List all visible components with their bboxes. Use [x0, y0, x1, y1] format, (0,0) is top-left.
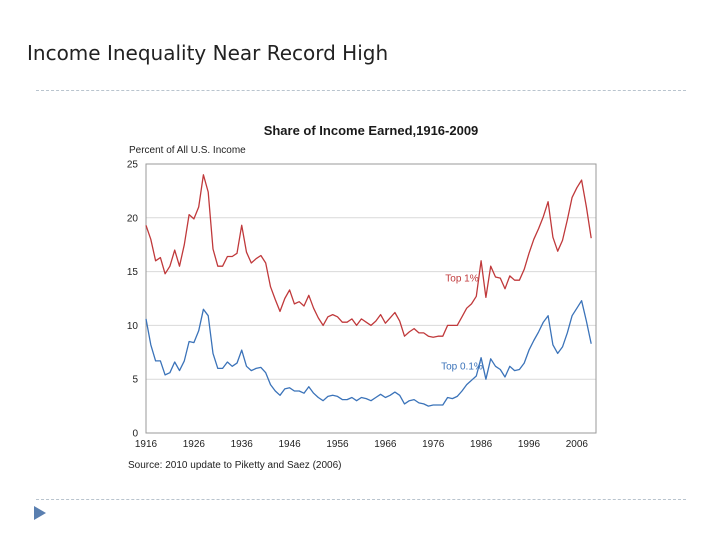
y-axis-label: Percent of All U.S. Income [129, 145, 246, 156]
y-tick-label: 10 [127, 321, 139, 332]
source-note: Source: 2010 update to Piketty and Saez … [128, 460, 341, 471]
series-label: Top 0.1% [441, 362, 483, 373]
series-label: Top 1% [445, 273, 478, 284]
grid-lines [146, 217, 596, 380]
axis-ticks: 0 5 10 15 20 25 1916 1926 1936 1946 1956 1966 1976 19… [127, 160, 589, 451]
x-tick-label: 1976 [422, 439, 445, 450]
y-tick-label: 20 [127, 213, 139, 224]
chart-title: Share of Income Earned,1916-2009 [264, 123, 479, 138]
slide-bullet-icon [34, 506, 46, 520]
plot-frame [145, 163, 597, 434]
top-divider [36, 90, 686, 91]
y-tick-label: 0 [132, 429, 138, 440]
x-tick-label: 1926 [183, 439, 206, 450]
slide-title: Income Inequality Near Record High [27, 41, 389, 65]
x-tick-label: 1966 [374, 439, 397, 450]
x-tick-label: 2006 [566, 439, 589, 450]
x-tick-label: 1946 [278, 439, 301, 450]
series-lines [145, 174, 592, 407]
x-tick-label: 1936 [231, 439, 254, 450]
bottom-divider [36, 499, 686, 500]
x-tick-label: 1916 [135, 439, 158, 450]
x-tick-label: 1956 [326, 439, 349, 450]
y-tick-label: 25 [127, 160, 139, 171]
y-tick-label: 5 [132, 375, 138, 386]
y-tick-label: 15 [127, 267, 139, 278]
series-labels: Top 1% Top 0.1% [441, 273, 483, 372]
series-line-top-0-1-percent [145, 300, 592, 407]
x-tick-label: 1996 [518, 439, 541, 450]
x-tick-label: 1986 [470, 439, 493, 450]
series-line-top-1-percent [145, 174, 592, 338]
